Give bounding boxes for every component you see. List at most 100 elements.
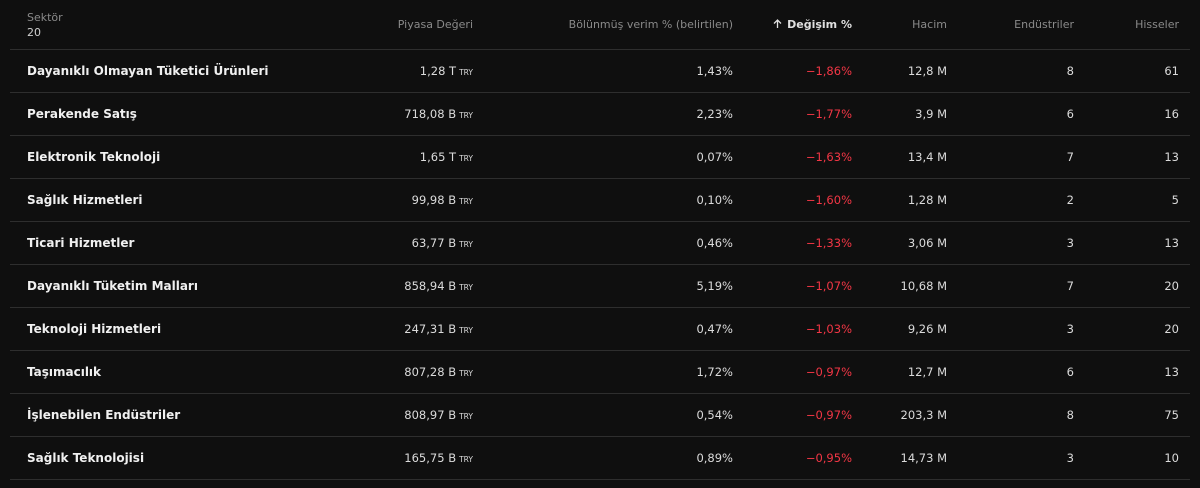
header-cell[interactable]: Piyasa Değeri: [397, 18, 473, 31]
volume: 12,8 M: [907, 64, 947, 78]
stocks: 13: [1164, 150, 1179, 164]
market-cap-value: 165,75 B: [404, 451, 457, 465]
market-cap: 858,94 B TRY: [300, 279, 473, 293]
market-cap-value: 63,77 B: [411, 236, 457, 250]
table-row[interactable]: İşlenebilen Endüstriler 808,97 B TRY 0,54% −…: [10, 394, 1190, 437]
stocks: 13: [1164, 236, 1179, 250]
header-label: Değişim %: [787, 18, 852, 31]
sector-name: Dayanıklı Tüketim Malları: [27, 279, 198, 293]
table-row[interactable]: Taşımacılık 807,28 B TRY 1,72% −0,97% 12,7 M 6…: [10, 351, 1190, 394]
currency: TRY: [459, 240, 473, 249]
industries: 6: [1066, 365, 1074, 379]
stocks: 61: [1164, 64, 1179, 78]
header-cell[interactable]: Bölünmüş verim % (belirtilen): [568, 18, 733, 31]
dividend-yield: 0,07%: [696, 150, 733, 164]
table-row[interactable]: Dayanıklı Tüketim Malları 858,94 B TRY 5,19…: [10, 265, 1190, 308]
dividend-yield: 1,72%: [696, 365, 733, 379]
industries: 3: [1066, 451, 1074, 465]
dividend-yield: 2,23%: [696, 107, 733, 121]
industries: 8: [1066, 408, 1074, 422]
market-cap: 165,75 B TRY: [300, 451, 473, 465]
industries: 3: [1066, 236, 1074, 250]
industries: 8: [1066, 64, 1074, 78]
sector-name: Sağlık Teknolojisi: [27, 451, 145, 465]
table-row[interactable]: Dayanıklı Olmayan Tüketici Ürünleri 1,28 …: [10, 50, 1190, 93]
stocks: 13: [1164, 365, 1179, 379]
currency: TRY: [459, 369, 473, 378]
market-cap: 718,08 B TRY: [300, 107, 473, 121]
table-row[interactable]: Elektronik Teknoloji 1,65 T TRY 0,07% −1,63%…: [10, 136, 1190, 179]
volume: 12,7 M: [907, 365, 947, 379]
industries: 6: [1066, 107, 1074, 121]
currency: TRY: [459, 111, 473, 120]
sector-name: Ticari Hizmetler: [27, 236, 135, 250]
volume: 1,28 M: [907, 193, 947, 207]
market-cap-value: 99,98 B: [411, 193, 457, 207]
dividend-yield: 0,10%: [696, 193, 733, 207]
dividend-yield: 0,54%: [696, 408, 733, 422]
currency: TRY: [459, 326, 473, 335]
table-row[interactable]: Teknoloji Hizmetleri 247,31 B TRY 0,47% −1,0…: [10, 308, 1190, 351]
market-cap: 99,98 B TRY: [300, 193, 473, 207]
market-cap: 1,65 T TRY: [300, 150, 473, 164]
market-cap: 63,77 B TRY: [300, 236, 473, 250]
header-cell[interactable]: Hisseler: [1135, 18, 1179, 31]
table-row[interactable]: Ticari Hizmetler 63,77 B TRY 0,46% −1,33% 3,0…: [10, 222, 1190, 265]
currency: TRY: [459, 283, 473, 292]
sector-name: Dayanıklı Olmayan Tüketici Ürünleri: [27, 64, 269, 78]
currency: TRY: [459, 197, 473, 206]
header-label: Sektör: [27, 10, 63, 24]
market-cap-value: 807,28 B: [404, 365, 457, 379]
industries: 7: [1066, 150, 1074, 164]
header-cell[interactable]: Değişim %: [733, 18, 852, 31]
table-row[interactable]: Sağlık Teknolojisi 165,75 B TRY 0,89% −0,95%…: [10, 437, 1190, 480]
market-cap-value: 1,65 T: [419, 150, 457, 164]
sector-name: Taşımacılık: [27, 365, 102, 379]
volume: 3,06 M: [907, 236, 947, 250]
stocks: 5: [1171, 193, 1179, 207]
change-percent: −1,33%: [805, 236, 852, 250]
volume: 9,26 M: [907, 322, 947, 336]
change-percent: −1,77%: [805, 107, 852, 121]
sector-name: Teknoloji Hizmetleri: [27, 322, 162, 336]
dividend-yield: 0,46%: [696, 236, 733, 250]
volume: 3,9 M: [915, 107, 947, 121]
change-percent: −0,97%: [805, 408, 852, 422]
change-percent: −1,60%: [805, 193, 852, 207]
header-cell[interactable]: Endüstriler: [1014, 18, 1074, 31]
change-percent: −1,07%: [805, 279, 852, 293]
change-percent: −1,86%: [805, 64, 852, 78]
sector-name: Elektronik Teknoloji: [27, 150, 161, 164]
industries: 2: [1066, 193, 1074, 207]
table-row[interactable]: Sağlık Hizmetleri 99,98 B TRY 0,10% −1,60% 1,…: [10, 179, 1190, 222]
stocks: 20: [1164, 279, 1179, 293]
sort-arrow: [773, 19, 782, 28]
dividend-yield: 0,47%: [696, 322, 733, 336]
sector-name: Perakende Satış: [27, 107, 137, 121]
stocks: 20: [1164, 322, 1179, 336]
stocks: 75: [1164, 408, 1179, 422]
market-cap-value: 858,94 B: [404, 279, 457, 293]
market-cap: 247,31 B TRY: [300, 322, 473, 336]
change-percent: −0,97%: [805, 365, 852, 379]
row-count: 20: [27, 25, 41, 39]
table-row[interactable]: Perakende Satış 718,08 B TRY 2,23% −1,77% 3,9…: [10, 93, 1190, 136]
currency: TRY: [459, 412, 473, 421]
sector-name: Sağlık Hizmetleri: [27, 193, 143, 207]
dividend-yield: 5,19%: [696, 279, 733, 293]
header-row: Sektör 20 Piyasa Değeri Bölünmüş verim % …: [10, 0, 1190, 50]
industries: 3: [1066, 322, 1074, 336]
change-percent: −0,95%: [805, 451, 852, 465]
currency: TRY: [459, 455, 473, 464]
stocks: 16: [1164, 107, 1179, 121]
currency: TRY: [459, 68, 473, 77]
volume: 14,73 M: [900, 451, 948, 465]
header-cell[interactable]: Sektör 20: [10, 11, 300, 39]
volume: 10,68 M: [900, 279, 948, 293]
market-cap: 1,28 T TRY: [300, 64, 473, 78]
market-cap-value: 1,28 T: [419, 64, 457, 78]
header-cell[interactable]: Hacim: [912, 18, 947, 31]
market-cap-value: 247,31 B: [404, 322, 457, 336]
industries: 7: [1066, 279, 1074, 293]
